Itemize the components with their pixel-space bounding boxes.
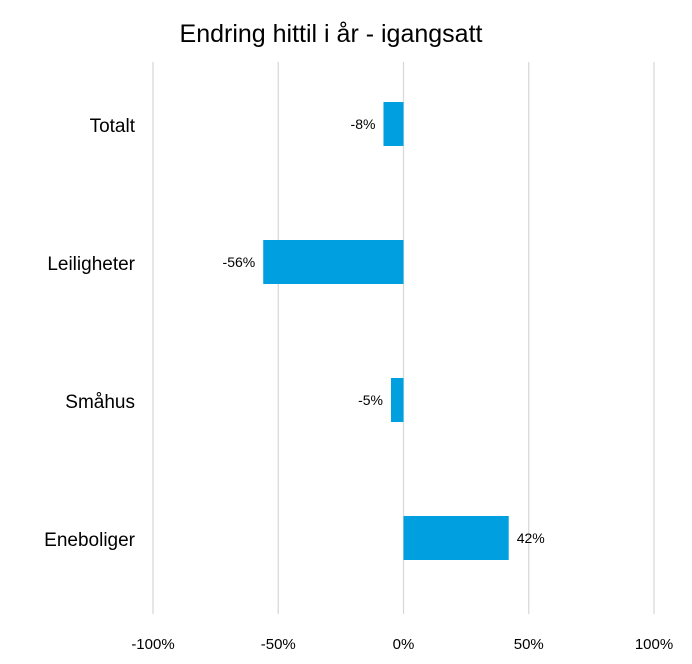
x-tick-label: -50%: [261, 636, 296, 653]
chart-title: Endring hittil i år - igangsatt: [180, 20, 483, 48]
x-tick-label: 0%: [393, 636, 415, 653]
bar: [390, 378, 404, 422]
data-label: -56%: [223, 254, 256, 270]
category-label: Leiligheter: [47, 254, 135, 275]
data-label: -8%: [351, 116, 376, 132]
bar: [263, 240, 404, 284]
data-label: 42%: [517, 530, 545, 546]
x-tick-label: 100%: [635, 636, 673, 653]
bar: [403, 516, 509, 560]
category-label: Totalt: [90, 116, 136, 137]
category-label: Eneboliger: [44, 530, 136, 551]
category-label: Småhus: [65, 392, 135, 413]
x-tick-label: 50%: [514, 636, 544, 653]
data-label: -5%: [358, 392, 383, 408]
bar: [383, 102, 404, 146]
x-tick-label: -100%: [131, 636, 174, 653]
